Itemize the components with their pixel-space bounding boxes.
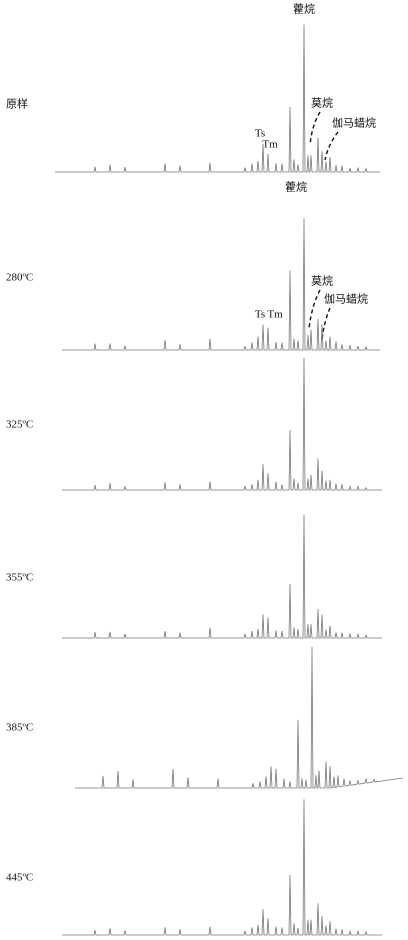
leader-line (321, 307, 331, 341)
chromatogram-trace (75, 646, 404, 789)
peak-annotation: Tm (262, 139, 278, 151)
chromatogram-trace (62, 515, 382, 639)
chromatogram-trace (62, 357, 382, 491)
peak-annotation: 藿烷 (285, 180, 307, 194)
panel-label: 355ºC (6, 572, 33, 584)
peak-annotation: 莫烷 (311, 274, 333, 288)
peak-annotation: Ts (255, 128, 265, 140)
peak-annotation: 藿烷 (293, 2, 315, 16)
leader-line (308, 289, 321, 329)
peak-annotation: 伽马蜡烷 (332, 116, 376, 130)
chromatogram-trace (62, 218, 380, 351)
peak-annotation: Ts (255, 309, 265, 321)
peak-annotation: 伽马蜡烷 (324, 292, 368, 306)
peak-annotation: Tm (267, 309, 283, 321)
panel-label: 325ºC (6, 419, 33, 431)
leader-line (324, 131, 339, 161)
leader-line (309, 111, 321, 146)
panel-label: 原样 (6, 97, 28, 111)
chromatogram-trace (55, 24, 380, 173)
panel-label: 280ºC (6, 272, 33, 284)
chromatogram-trace (62, 799, 382, 936)
peak-annotation: 莫烷 (311, 96, 333, 110)
panel-label: 445ºC (6, 872, 33, 884)
panel-label: 385ºC (6, 722, 33, 734)
